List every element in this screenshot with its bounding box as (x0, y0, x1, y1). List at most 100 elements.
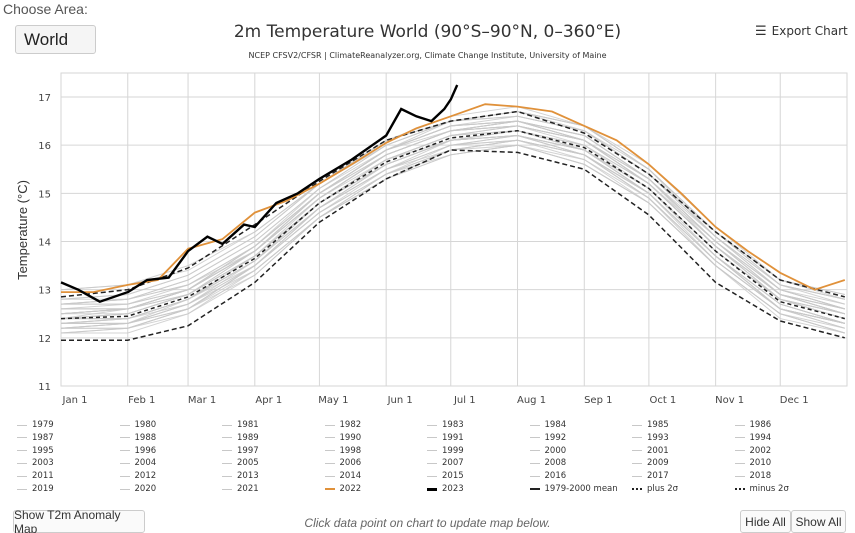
legend-symbol (529, 475, 540, 477)
legend-item-2007[interactable]: 2007 (427, 458, 464, 468)
legend-item-1985[interactable]: 1985 (632, 420, 669, 430)
legend-label: 2011 (32, 471, 54, 482)
legend-item-2014[interactable]: 2014 (324, 471, 361, 481)
legend-label: plus 2σ (647, 484, 679, 494)
legend-item-2016[interactable]: 2016 (529, 471, 566, 481)
legend-item-1986[interactable]: 1986 (734, 420, 771, 430)
legend-label: 2019 (32, 484, 54, 494)
legend-symbol (632, 424, 642, 426)
legend-item-2008[interactable]: 2008 (529, 458, 567, 469)
legend-label: 2010 (749, 458, 772, 469)
legend-symbol (734, 475, 745, 477)
legend-label: 2008 (544, 458, 567, 469)
show-anomaly-map-button[interactable]: Show T2m Anomaly Map (13, 508, 145, 533)
legend-label: 2013 (237, 471, 259, 482)
x-tick-label: Jul 1 (453, 395, 476, 406)
legend-symbol (222, 450, 232, 452)
legend-item-2012[interactable]: 2012 (119, 471, 156, 481)
legend-item-2010[interactable]: 2010 (734, 458, 772, 469)
legend-item-2013[interactable]: 2013 (222, 471, 259, 481)
legend-label: 2009 (647, 458, 669, 469)
legend-item-1979[interactable]: 1979 (17, 420, 54, 430)
legend-item-1998[interactable]: 1998 (324, 446, 361, 456)
legend-symbol (427, 437, 437, 439)
legend-label: 1987 (32, 432, 54, 443)
legend-label: 1990 (339, 432, 362, 443)
legend-item-1992[interactable]: 1992 (529, 433, 566, 443)
area-select[interactable]: World (15, 25, 96, 54)
legend-item-2003[interactable]: 2003 (17, 458, 54, 468)
legend-symbol (324, 462, 335, 464)
export-chart-button[interactable]: ☰ Export Chart (755, 24, 848, 39)
legend-item-2019[interactable]: 2019 (17, 484, 54, 494)
legend-item-1989[interactable]: 1989 (222, 433, 259, 443)
legend-symbol (119, 475, 130, 477)
legend-item-2006[interactable]: 2006 (324, 458, 361, 468)
legend-item-2023[interactable]: 2023 (427, 484, 464, 494)
legend-item-1999[interactable]: 1999 (427, 446, 464, 456)
legend-item-1997[interactable]: 1997 (222, 446, 259, 456)
legend-item-2015[interactable]: 2015 (427, 471, 464, 481)
legend-item-2021[interactable]: 2021 (222, 484, 259, 494)
legend-label: 2022 (339, 484, 362, 494)
legend-symbol (17, 475, 27, 477)
legend-item-2017[interactable]: 2017 (632, 471, 669, 481)
legend-item-2009[interactable]: 2009 (632, 458, 669, 468)
hide-all-button[interactable]: Hide All (740, 510, 791, 533)
legend-item-1990[interactable]: 1990 (324, 432, 362, 443)
legend-item-1988[interactable]: 1988 (119, 433, 156, 443)
legend-symbol (734, 450, 745, 452)
legend-label: 1980 (134, 420, 157, 430)
legend-item-1984[interactable]: 1984 (529, 420, 566, 430)
legend-item-1983[interactable]: 1983 (427, 420, 464, 430)
legend-item-2004[interactable]: 2004 (119, 458, 156, 468)
y-tick-label: 17 (38, 93, 51, 104)
line-year-2000 (60, 134, 845, 324)
legend-item-1996[interactable]: 1996 (119, 445, 157, 456)
legend-item-1995[interactable]: 1995 (17, 446, 54, 456)
legend-item-1993[interactable]: 1993 (632, 433, 669, 443)
legend-label: 1983 (442, 420, 464, 430)
legend-label: 2015 (442, 471, 464, 482)
legend-label: 2001 (647, 445, 669, 456)
legend-item-plus-2-[interactable]: plus 2σ (632, 484, 678, 494)
show-all-button[interactable]: Show All (791, 510, 846, 533)
legend-item-2018[interactable]: 2018 (734, 471, 771, 481)
legend-item-1981[interactable]: 1981 (222, 420, 259, 430)
legend-label: 2020 (134, 484, 157, 494)
legend-item-1994[interactable]: 1994 (734, 433, 771, 443)
line-year-1985 (60, 144, 845, 334)
legend-symbol (17, 424, 27, 426)
legend-symbol (119, 437, 130, 439)
legend-symbol (324, 450, 335, 452)
legend-item-1991[interactable]: 1991 (427, 433, 464, 443)
legend-item-2011[interactable]: 2011 (17, 471, 54, 481)
legend-item-1987[interactable]: 1987 (17, 433, 54, 443)
y-tick-label: 16 (38, 141, 51, 152)
legend-symbol (119, 450, 130, 452)
legend-symbol (324, 424, 335, 426)
legend-symbol (632, 488, 642, 490)
line-plus-2-sigma (60, 110, 845, 298)
legend-symbol (17, 488, 27, 490)
grid (60, 72, 848, 387)
legend-symbol (734, 462, 745, 464)
legend-item-1980[interactable]: 1980 (119, 420, 157, 430)
legend-label: 1996 (134, 445, 157, 456)
y-axis-title: Temperature (°C) (15, 180, 30, 280)
y-tick-label: 15 (38, 189, 51, 200)
legend-item-2000[interactable]: 2000 (529, 446, 566, 456)
legend-item-2020[interactable]: 2020 (119, 484, 157, 494)
legend-item-2002[interactable]: 2002 (734, 446, 771, 456)
legend-item-2022[interactable]: 2022 (324, 484, 362, 494)
legend-symbol (427, 475, 437, 477)
legend-item-minus-2-[interactable]: minus 2σ (734, 484, 789, 494)
legend-symbol (222, 437, 232, 439)
x-tick-label: Aug 1 (517, 395, 546, 406)
legend-item-1979-2000-mean[interactable]: 1979-2000 mean (529, 484, 618, 494)
legend-item-2005[interactable]: 2005 (222, 458, 259, 468)
legend-symbol (222, 475, 232, 477)
legend-item-2001[interactable]: 2001 (632, 446, 669, 456)
legend-item-1982[interactable]: 1982 (324, 420, 361, 430)
